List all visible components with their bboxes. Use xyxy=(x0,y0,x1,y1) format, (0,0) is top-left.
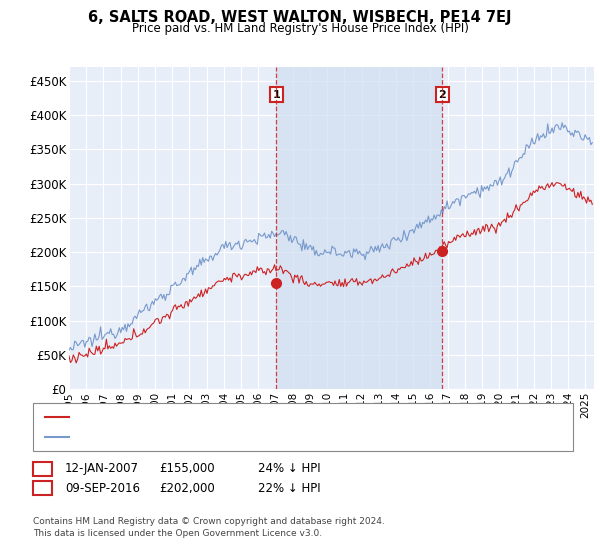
Text: 2: 2 xyxy=(38,482,47,495)
Text: 6, SALTS ROAD, WEST WALTON, WISBECH, PE14 7EJ: 6, SALTS ROAD, WEST WALTON, WISBECH, PE1… xyxy=(88,10,512,25)
Text: 22% ↓ HPI: 22% ↓ HPI xyxy=(258,482,320,495)
Text: 24% ↓ HPI: 24% ↓ HPI xyxy=(258,462,320,475)
Text: 1: 1 xyxy=(272,90,280,100)
Text: HPI: Average price, detached house, King's Lynn and West Norfolk: HPI: Average price, detached house, King… xyxy=(73,432,418,442)
Text: 1: 1 xyxy=(38,462,47,475)
Text: 09-SEP-2016: 09-SEP-2016 xyxy=(65,482,140,495)
Text: 12-JAN-2007: 12-JAN-2007 xyxy=(65,462,139,475)
Text: Contains HM Land Registry data © Crown copyright and database right 2024.
This d: Contains HM Land Registry data © Crown c… xyxy=(33,517,385,538)
Text: £155,000: £155,000 xyxy=(159,462,215,475)
Text: 2: 2 xyxy=(439,90,446,100)
Text: Price paid vs. HM Land Registry's House Price Index (HPI): Price paid vs. HM Land Registry's House … xyxy=(131,22,469,35)
Text: 6, SALTS ROAD, WEST WALTON, WISBECH, PE14 7EJ (detached house): 6, SALTS ROAD, WEST WALTON, WISBECH, PE1… xyxy=(73,412,436,422)
Bar xyxy=(276,67,442,389)
Text: £202,000: £202,000 xyxy=(159,482,215,495)
